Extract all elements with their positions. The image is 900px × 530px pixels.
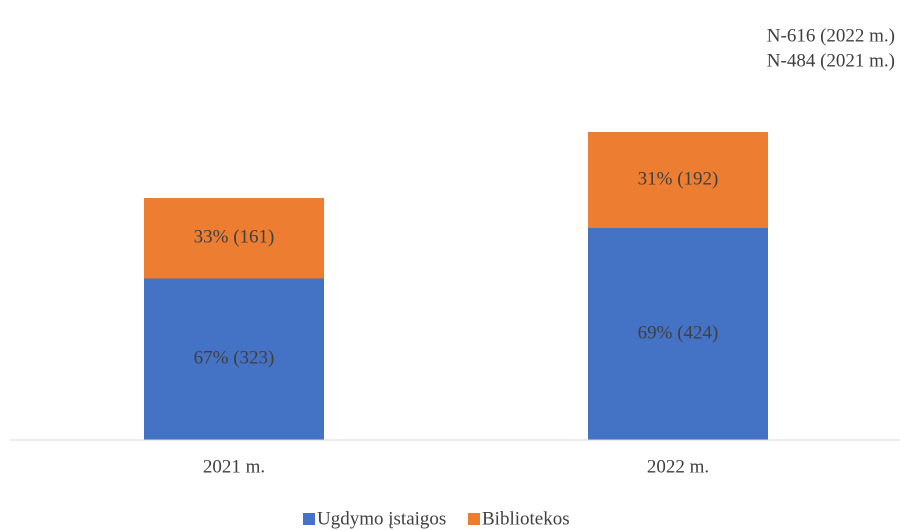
bar-segment <box>588 132 768 228</box>
legend-swatch <box>468 513 480 525</box>
x-tick-label: 2022 m. <box>647 456 709 477</box>
data-label: 69% (424) <box>638 322 719 343</box>
bar-segment <box>144 278 324 440</box>
data-label: 33% (161) <box>194 227 275 248</box>
bar-segment <box>588 228 768 440</box>
annotation: N-484 (2021 m.) <box>767 50 895 71</box>
data-label: 67% (323) <box>194 348 275 369</box>
legend-label: Bibliotekos <box>482 508 570 529</box>
legend-swatch <box>303 513 315 525</box>
x-tick-label: 2021 m. <box>203 456 265 477</box>
annotation: N-616 (2022 m.) <box>767 25 895 46</box>
bar-segment <box>144 198 324 279</box>
data-label: 31% (192) <box>638 168 719 189</box>
legend-label: Ugdymo įstaigos <box>317 508 446 529</box>
